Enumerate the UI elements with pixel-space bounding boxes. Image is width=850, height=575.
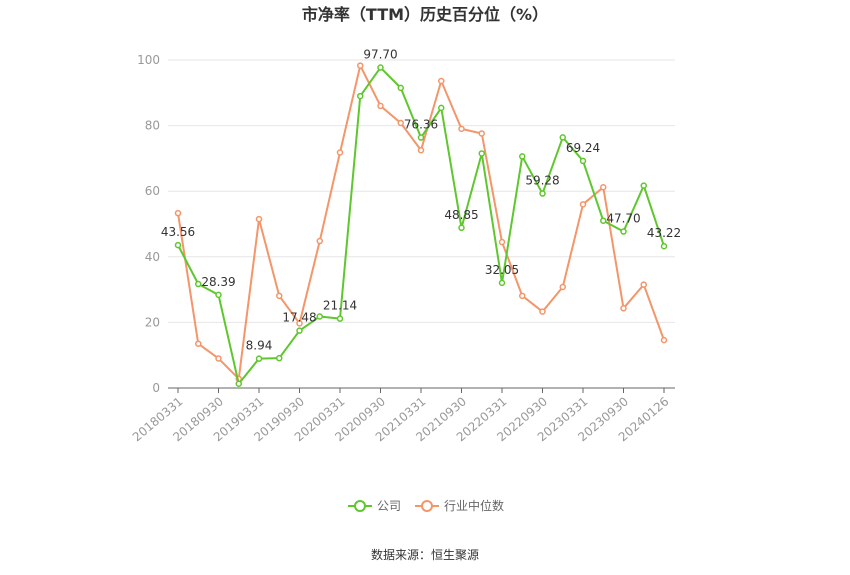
data-point [417,146,425,154]
data-point [600,217,607,224]
data-labels: 43.56 28.39 8.94 17.48 21.14 97.70 76.36 48.85 3… [161,48,681,353]
data-point [397,119,404,127]
data-point [377,102,384,110]
data-point [377,64,384,71]
data-point [620,228,627,235]
legend-item-0[interactable]: 公司 [348,499,401,513]
legend[interactable]: 公司 行业中位数 [348,498,504,513]
data-point [438,77,445,85]
y-axis: 0 20 40 60 80 100 [137,53,160,395]
data-point [357,92,364,100]
data-point [255,355,263,362]
data-point [296,327,303,334]
data-point [458,224,465,232]
data-label: 17.48 [282,311,316,325]
source-note: 数据来源：恒生聚源 [371,547,479,562]
data-label: 47.70 [606,212,640,226]
data-point [316,237,323,245]
data-point [519,292,526,300]
data-point [235,380,242,387]
data-point [478,150,485,157]
data-point [498,238,506,246]
data-point [195,340,202,347]
y-tick-label: 20 [145,315,160,329]
y-tick-label: 80 [145,119,160,133]
data-point [174,241,182,249]
data-point [458,125,465,133]
data-point [438,104,445,112]
x-axis: 2018033120180930201903312019093020200331… [130,387,675,444]
data-label: 28.39 [201,275,235,289]
data-label: 43.56 [161,225,195,239]
data-label: 76.36 [404,118,438,132]
data-point [174,209,182,217]
data-point [559,283,566,291]
data-label: 32.05 [485,263,519,277]
data-point [296,320,303,327]
data-point [519,153,526,160]
series-line-0 [177,66,665,385]
data-point [215,291,222,299]
grid [168,59,675,323]
y-tick-label: 60 [145,184,160,198]
data-point [600,184,607,191]
data-point [620,305,627,312]
data-label: 59.28 [525,174,559,188]
data-point [195,280,202,288]
data-point [276,292,283,300]
data-point [539,308,546,315]
y-tick-label: 0 [152,381,160,395]
data-label: 69.24 [566,141,600,155]
data-label: 8.94 [246,339,273,353]
legend-label: 行业中位数 [444,498,504,513]
data-point [539,190,546,197]
legend-label: 公司 [377,499,401,513]
y-tick-label: 40 [145,250,160,264]
data-point [276,354,283,362]
data-point [417,134,425,141]
legend-swatch-marker [421,500,433,512]
series-line-1 [177,64,665,380]
data-point [660,336,668,344]
y-tick-label: 100 [137,53,160,67]
data-point [640,182,647,189]
data-point [579,201,587,208]
legend-item-1[interactable]: 行业中位数 [415,498,504,513]
data-point [357,62,364,69]
data-point [397,84,404,92]
series-layer [174,62,668,387]
data-point [215,355,222,362]
data-point [336,315,344,322]
data-label: 97.70 [363,48,397,62]
data-point [498,279,506,287]
data-point [660,242,668,250]
chart-title: 市净率（TTM）历史百分位（%） [302,5,548,24]
data-point [336,149,344,156]
data-point [559,134,566,141]
data-label: 48.85 [444,208,478,222]
data-point [478,130,485,137]
legend-swatch-marker [354,500,366,512]
data-point [640,281,647,288]
data-label: 21.14 [323,299,357,313]
data-point [579,157,587,165]
data-point [255,215,263,223]
data-label: 43.22 [647,226,681,240]
data-point [316,313,323,320]
